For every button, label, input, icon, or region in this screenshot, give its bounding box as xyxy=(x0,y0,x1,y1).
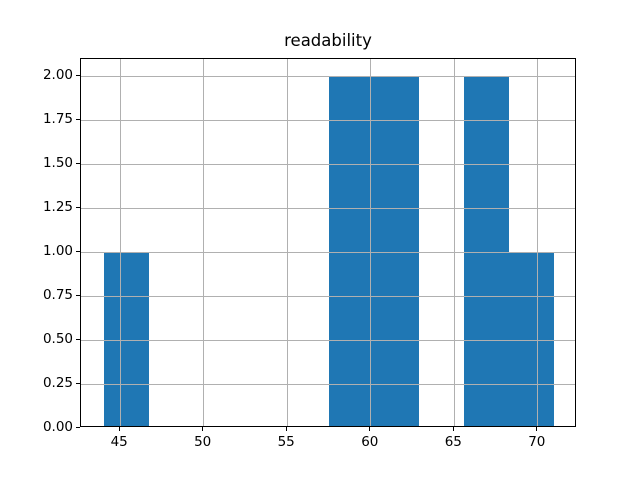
y-tick-mark xyxy=(76,338,80,340)
x-tick-mark xyxy=(118,427,120,432)
x-tick-label: 55 xyxy=(277,434,295,451)
chart-title: readability xyxy=(284,31,372,50)
y-tick-mark xyxy=(76,382,80,384)
y-tick-label: 2.00 xyxy=(42,67,73,84)
x-tick-mark xyxy=(369,427,371,432)
gridline-vertical xyxy=(203,58,205,427)
histogram-bar xyxy=(464,76,509,427)
y-tick-label: 1.25 xyxy=(42,199,73,216)
y-tick-mark xyxy=(76,162,80,164)
y-tick-mark xyxy=(76,206,80,208)
y-tick-mark xyxy=(76,426,80,428)
histogram-bar xyxy=(104,252,149,427)
x-tick-mark xyxy=(202,427,204,432)
x-tick-mark xyxy=(285,427,287,432)
gridline-horizontal xyxy=(81,207,575,209)
histogram-bar xyxy=(329,76,374,427)
x-tick-label: 45 xyxy=(110,434,128,451)
y-tick-mark xyxy=(76,74,80,76)
x-tick-mark xyxy=(536,427,538,432)
y-tick-label: 0.50 xyxy=(42,331,73,348)
plot-area xyxy=(80,57,576,428)
x-tick-label: 50 xyxy=(194,434,212,451)
x-tick-label: 70 xyxy=(528,434,546,451)
y-tick-mark xyxy=(76,294,80,296)
y-tick-label: 0.00 xyxy=(42,419,73,436)
x-tick-label: 65 xyxy=(444,434,462,451)
gridline-vertical xyxy=(537,58,539,427)
y-tick-label: 1.00 xyxy=(42,243,73,260)
histogram-bar xyxy=(509,252,554,427)
y-tick-mark xyxy=(76,118,80,120)
y-tick-label: 0.75 xyxy=(42,287,73,304)
gridline-horizontal xyxy=(81,383,575,385)
y-tick-label: 1.75 xyxy=(42,111,73,128)
x-tick-label: 60 xyxy=(361,434,379,451)
gridline-horizontal xyxy=(81,163,575,165)
gridline-vertical xyxy=(286,58,288,427)
gridline-horizontal xyxy=(81,119,575,121)
x-tick-mark xyxy=(452,427,454,432)
gridline-horizontal xyxy=(81,75,575,77)
y-tick-label: 1.50 xyxy=(42,155,73,172)
y-tick-label: 0.25 xyxy=(42,375,73,392)
gridline-vertical xyxy=(370,58,372,427)
y-tick-mark xyxy=(76,250,80,252)
gridline-horizontal xyxy=(81,295,575,297)
gridline-vertical xyxy=(119,58,121,427)
histogram-bar xyxy=(374,76,419,427)
gridline-horizontal xyxy=(81,251,575,253)
gridline-horizontal xyxy=(81,339,575,341)
gridline-vertical xyxy=(453,58,455,427)
